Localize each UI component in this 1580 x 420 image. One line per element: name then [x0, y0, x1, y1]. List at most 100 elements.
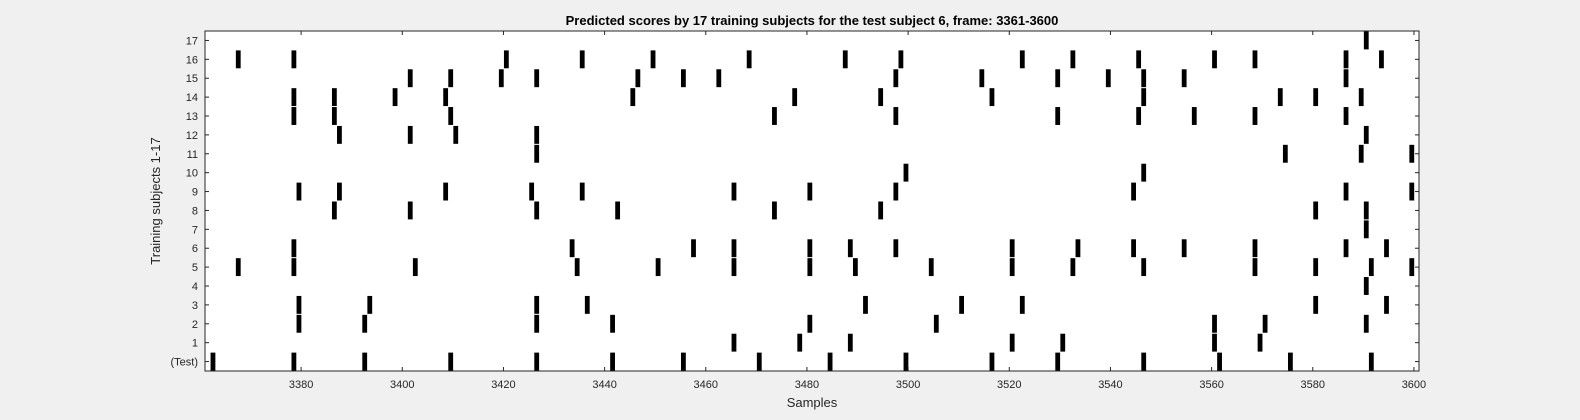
score-mark	[1252, 239, 1258, 258]
score-mark	[1262, 314, 1268, 333]
x-tick-label: 3400	[390, 379, 414, 391]
score-mark	[635, 69, 641, 88]
score-mark	[807, 239, 813, 258]
score-mark	[1212, 333, 1217, 352]
score-mark	[235, 258, 241, 277]
score-mark	[893, 182, 899, 201]
score-mark	[584, 295, 590, 314]
score-mark	[503, 50, 509, 69]
score-mark	[1141, 163, 1147, 182]
score-mark	[1287, 352, 1293, 371]
score-mark	[650, 50, 656, 69]
score-mark	[1105, 69, 1111, 88]
score-mark	[893, 107, 899, 125]
x-tick-label: 3500	[896, 379, 920, 391]
score-mark	[534, 144, 540, 163]
plot-frame	[204, 30, 1420, 372]
score-mark	[1409, 258, 1415, 277]
score-mark	[716, 69, 722, 88]
score-mark	[842, 50, 848, 69]
score-mark	[569, 239, 575, 258]
score-mark	[1257, 333, 1263, 352]
score-mark	[893, 239, 899, 258]
score-mark	[691, 239, 696, 258]
score-mark	[933, 314, 939, 333]
score-mark	[1212, 50, 1217, 69]
score-mark	[1131, 239, 1136, 258]
score-mark	[331, 201, 337, 220]
score-mark	[1368, 258, 1374, 277]
score-mark	[1009, 333, 1015, 352]
score-mark	[291, 88, 297, 107]
score-mark	[807, 314, 813, 333]
score-mark	[296, 295, 302, 314]
y-tick-label: 15	[186, 73, 198, 85]
score-mark	[448, 352, 454, 371]
score-mark	[443, 182, 449, 201]
score-mark	[1313, 201, 1319, 220]
score-mark	[407, 125, 413, 144]
x-tick-label: 3560	[1199, 379, 1223, 391]
score-mark	[291, 258, 297, 277]
score-mark	[610, 352, 615, 371]
score-mark	[1136, 50, 1142, 69]
score-mark	[893, 69, 899, 88]
score-mark	[1384, 295, 1389, 314]
score-mark	[1363, 31, 1369, 50]
score-mark	[1217, 352, 1222, 371]
x-tick-label: 3600	[1402, 379, 1426, 391]
score-mark	[210, 352, 216, 371]
score-mark	[337, 182, 342, 201]
score-mark	[731, 239, 737, 258]
score-mark	[1181, 239, 1187, 258]
score-mark	[529, 182, 535, 201]
score-mark	[1363, 277, 1369, 295]
y-tick-label: 1	[192, 338, 198, 350]
score-mark	[928, 258, 934, 277]
score-mark	[807, 182, 813, 201]
x-tick-label: 3480	[795, 379, 819, 391]
score-mark	[1141, 352, 1147, 371]
score-mark	[1368, 352, 1374, 371]
score-mark	[448, 69, 454, 88]
score-mark	[1252, 258, 1258, 277]
score-mark	[331, 88, 337, 107]
score-mark	[903, 352, 909, 371]
score-mark	[731, 258, 737, 277]
score-mark	[731, 333, 737, 352]
x-tick-label: 3540	[1098, 379, 1122, 391]
score-mark	[989, 352, 995, 371]
score-mark	[615, 201, 621, 220]
score-mark	[392, 88, 398, 107]
score-mark	[412, 258, 418, 277]
y-tick-label: 9	[192, 187, 198, 199]
score-mark	[291, 107, 297, 125]
score-mark	[807, 258, 813, 277]
score-mark	[448, 107, 454, 125]
score-mark	[1055, 69, 1061, 88]
score-mark	[407, 69, 413, 88]
y-tick-label: 10	[186, 168, 198, 180]
x-tick-label: 3580	[1301, 379, 1325, 391]
score-mark	[1343, 69, 1349, 88]
score-mark	[1141, 69, 1147, 88]
score-mark	[847, 333, 853, 352]
score-mark	[680, 352, 686, 371]
score-mark	[235, 50, 241, 69]
y-tick-label: (Test)	[171, 357, 199, 369]
y-tick-label: 3	[192, 300, 198, 312]
score-mark	[1358, 88, 1364, 107]
y-tick-label: 14	[186, 92, 198, 104]
y-tick-label: 2	[192, 319, 198, 331]
score-mark	[959, 295, 965, 314]
score-mark	[797, 333, 803, 352]
score-mark	[878, 201, 884, 220]
score-mark	[1343, 239, 1349, 258]
score-mark	[630, 88, 636, 107]
score-mark	[1313, 258, 1319, 277]
score-mark	[1019, 50, 1025, 69]
y-tick-label: 8	[192, 205, 198, 217]
score-mark	[731, 182, 737, 201]
